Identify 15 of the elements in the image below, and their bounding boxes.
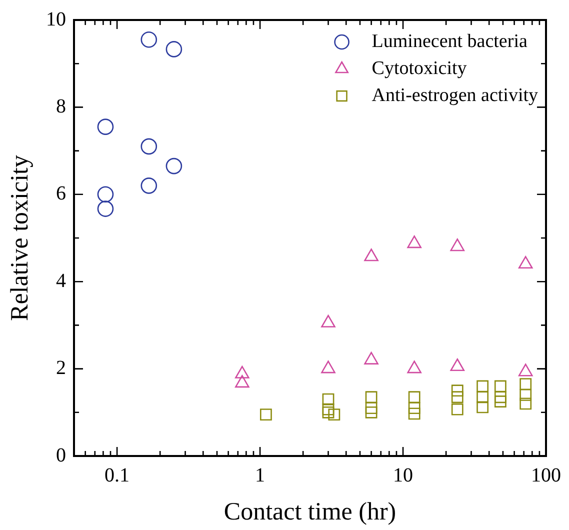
y-tick-label: 4 (56, 270, 66, 292)
y-tick-label: 2 (56, 357, 66, 380)
legend-label: Anti-estrogen activity (372, 84, 538, 106)
legend-label: Cytotoxicity (372, 58, 468, 79)
y-tick-label: 0 (56, 444, 66, 466)
y-tick-label: 8 (56, 95, 66, 118)
x-tick-label: 10 (393, 464, 414, 486)
x-axis-title: Contact time (hr) (224, 498, 396, 526)
y-tick-label: 10 (46, 8, 66, 30)
legend-label: Luminecent bacteria (372, 30, 528, 52)
y-tick-label: 6 (56, 182, 66, 205)
y-axis-title: Relative toxicity (6, 154, 34, 321)
x-tick-label: 1 (255, 464, 266, 486)
x-tick-label: 100 (531, 464, 561, 486)
x-tick-label: 0.1 (104, 464, 130, 486)
